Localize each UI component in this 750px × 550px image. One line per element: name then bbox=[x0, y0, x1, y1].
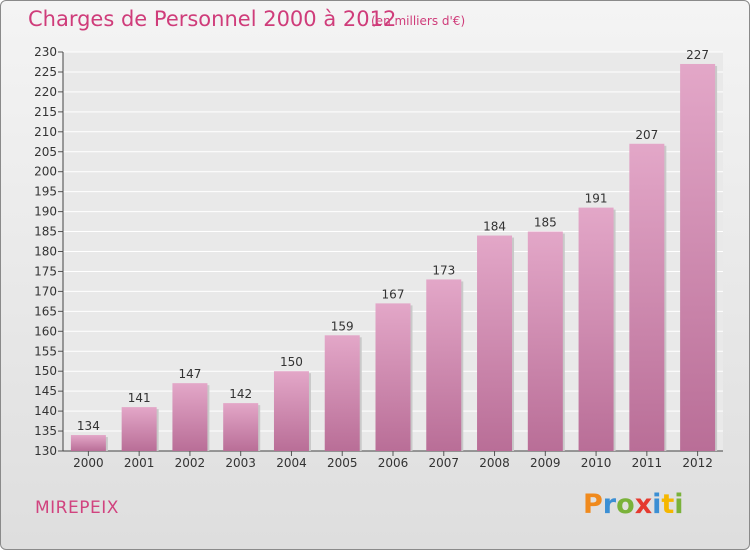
x-tick-label: 2002 bbox=[175, 456, 206, 470]
bar bbox=[223, 403, 259, 451]
bar-value-label: 184 bbox=[483, 220, 506, 234]
x-tick-label: 2012 bbox=[682, 456, 713, 470]
y-tick-label: 165 bbox=[34, 304, 57, 318]
y-tick-label: 205 bbox=[34, 145, 57, 159]
bar-value-label: 159 bbox=[331, 319, 354, 333]
bar bbox=[70, 435, 106, 451]
y-tick-label: 210 bbox=[34, 125, 57, 139]
y-tick-label: 225 bbox=[34, 65, 57, 79]
bar bbox=[172, 383, 208, 451]
y-tick-label: 140 bbox=[34, 404, 57, 418]
bar bbox=[527, 231, 563, 451]
logo-letter: i bbox=[652, 489, 662, 520]
bar-value-label: 141 bbox=[128, 391, 151, 405]
y-tick-label: 160 bbox=[34, 324, 57, 338]
bar bbox=[477, 235, 513, 451]
y-tick-label: 200 bbox=[34, 165, 57, 179]
y-tick-label: 170 bbox=[34, 284, 57, 298]
proxiti-logo: Proxiti bbox=[583, 489, 684, 520]
chart-title: Charges de Personnel 2000 à 2012 bbox=[28, 7, 397, 31]
y-tick-label: 145 bbox=[34, 384, 57, 398]
bar bbox=[324, 335, 360, 451]
bar-value-label: 147 bbox=[178, 367, 201, 381]
y-tick-label: 135 bbox=[34, 424, 57, 438]
bar-value-label: 185 bbox=[534, 216, 557, 230]
logo-letter: x bbox=[634, 489, 653, 520]
x-tick-label: 2001 bbox=[124, 456, 155, 470]
y-tick-label: 215 bbox=[34, 105, 57, 119]
x-tick-label: 2007 bbox=[428, 456, 459, 470]
bar-value-label: 142 bbox=[229, 387, 252, 401]
y-tick-label: 130 bbox=[34, 444, 57, 458]
logo-letter: r bbox=[602, 489, 617, 520]
x-tick-label: 2008 bbox=[479, 456, 510, 470]
x-tick-label: 2005 bbox=[327, 456, 358, 470]
y-tick-label: 185 bbox=[34, 225, 57, 239]
bar bbox=[426, 279, 462, 451]
y-tick-label: 155 bbox=[34, 344, 57, 358]
bar bbox=[578, 207, 614, 451]
bar bbox=[273, 371, 309, 451]
x-tick-label: 2011 bbox=[632, 456, 663, 470]
y-tick-label: 220 bbox=[34, 85, 57, 99]
commune-name: MIREPEIX bbox=[35, 498, 119, 518]
x-tick-label: 2006 bbox=[378, 456, 409, 470]
y-tick-label: 175 bbox=[34, 264, 57, 278]
x-tick-label: 2000 bbox=[73, 456, 104, 470]
bar-value-label: 134 bbox=[77, 419, 100, 433]
bar-value-label: 207 bbox=[635, 128, 658, 142]
y-tick-label: 230 bbox=[34, 45, 57, 59]
bar bbox=[629, 143, 665, 451]
bar-value-label: 227 bbox=[686, 48, 709, 62]
y-tick-label: 180 bbox=[34, 245, 57, 259]
y-tick-label: 195 bbox=[34, 185, 57, 199]
logo-letter: i bbox=[674, 489, 684, 520]
chart-subtitle: (en milliers d'€) bbox=[371, 14, 466, 28]
logo-letter: t bbox=[661, 489, 675, 520]
bar-value-label: 191 bbox=[585, 192, 608, 206]
bar bbox=[121, 407, 157, 451]
x-tick-label: 2010 bbox=[581, 456, 612, 470]
x-tick-label: 2003 bbox=[225, 456, 256, 470]
y-tick-label: 150 bbox=[34, 364, 57, 378]
logo-letter: o bbox=[616, 489, 635, 520]
bar-value-label: 167 bbox=[382, 287, 405, 301]
x-tick-label: 2009 bbox=[530, 456, 561, 470]
logo-letter: P bbox=[583, 489, 603, 520]
bar bbox=[375, 303, 411, 451]
y-tick-label: 190 bbox=[34, 205, 57, 219]
bar bbox=[680, 63, 716, 451]
bar-value-label: 150 bbox=[280, 355, 303, 369]
x-tick-label: 2004 bbox=[276, 456, 307, 470]
bar-value-label: 173 bbox=[432, 263, 455, 277]
